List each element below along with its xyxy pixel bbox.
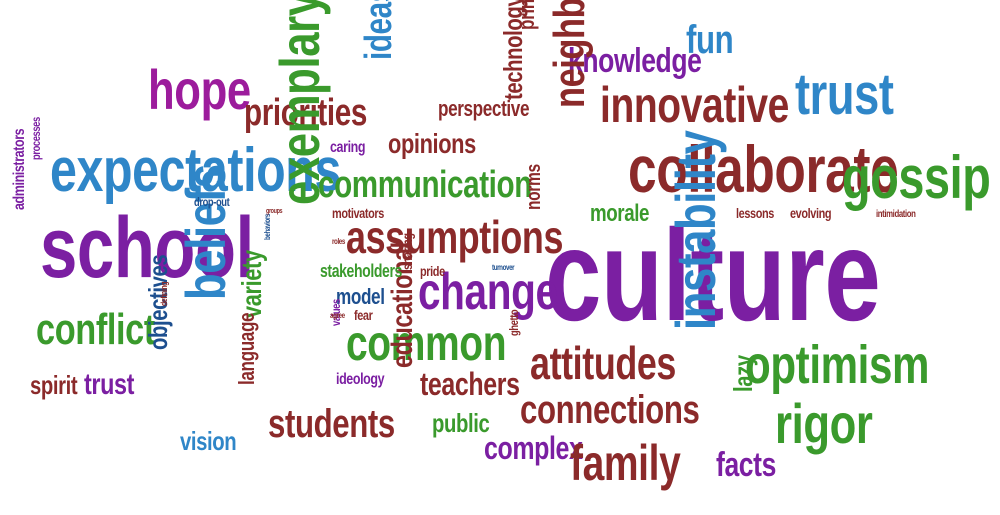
word-ideology: ideology xyxy=(336,371,385,388)
word-teachers: teachers xyxy=(420,366,520,402)
word-conflict: conflict xyxy=(36,305,155,354)
word-beliefs: beliefs xyxy=(174,164,237,300)
word-ghetto: ghetto xyxy=(507,309,521,336)
word-fun: fun xyxy=(686,18,734,62)
word-hope: hope xyxy=(148,58,251,121)
word-sharing: sharing xyxy=(399,233,415,270)
word-trust-top: trust xyxy=(795,62,894,127)
word-caring: caring xyxy=(330,139,366,156)
word-attitudes: attitudes xyxy=(530,337,677,389)
word-vision: vision xyxy=(180,426,237,456)
word-gossip: gossip xyxy=(842,144,991,211)
word-norms: norms xyxy=(523,164,545,210)
word-change: change xyxy=(418,263,558,321)
word-processes: processes xyxy=(29,117,43,160)
word-language: language xyxy=(234,312,259,385)
word-administrators: administrators xyxy=(11,128,28,210)
word-roles: roles xyxy=(332,237,345,246)
word-knowledge: knowledge xyxy=(568,42,702,80)
word-trust-small: trust xyxy=(84,368,135,401)
word-instability: instability xyxy=(664,130,727,330)
word-rigor: rigor xyxy=(775,392,873,455)
word-behaviors: behaviors xyxy=(263,214,272,240)
word-collaborate: collaborate xyxy=(628,132,899,206)
word-public: public xyxy=(432,408,490,438)
word-model: model xyxy=(336,284,385,309)
word-students: students xyxy=(268,402,395,446)
word-spirit: spirit xyxy=(30,370,78,400)
word-variety: variety xyxy=(236,250,267,318)
word-groups: groups xyxy=(266,208,283,215)
word-intimidation: intimidation xyxy=(876,209,916,220)
word-complex: complex xyxy=(484,430,583,466)
word-common: common xyxy=(346,315,507,371)
word-stakeholders: stakeholders xyxy=(320,261,402,281)
word-morale: morale xyxy=(590,200,650,227)
word-perspective: perspective xyxy=(438,96,530,121)
word-family: family xyxy=(570,435,681,491)
word-neighbor: neighbor xyxy=(545,0,594,109)
word-opinions: opinions xyxy=(388,128,476,159)
word-exemplary: exemplary xyxy=(268,0,331,206)
word-expectations: expectations xyxy=(50,136,341,205)
word-defining: defining xyxy=(159,281,169,306)
word-turnover: turnover xyxy=(492,263,515,272)
word-motivators: motivators xyxy=(332,205,384,221)
word-optimism: optimism xyxy=(745,335,930,395)
word-ideas: ideas xyxy=(358,0,400,61)
word-pride: pride xyxy=(420,263,445,279)
word-communication: communication xyxy=(318,164,532,206)
word-culture: culture xyxy=(545,202,881,348)
word-connections: connections xyxy=(520,388,700,432)
word-agree: agree xyxy=(330,311,345,320)
word-innovative: innovative xyxy=(600,77,789,133)
word-technology: technology xyxy=(498,0,528,101)
word-priorities: priorities xyxy=(244,92,367,134)
word-facts: facts xyxy=(716,446,776,484)
word-evolving: evolving xyxy=(790,205,832,221)
word-lessons: lessons xyxy=(736,205,774,221)
word-fear: fear xyxy=(354,307,373,323)
word-drop-out: drop-out xyxy=(194,195,230,209)
word-school: school xyxy=(40,200,254,296)
word-assumptions: assumptions xyxy=(346,211,564,263)
